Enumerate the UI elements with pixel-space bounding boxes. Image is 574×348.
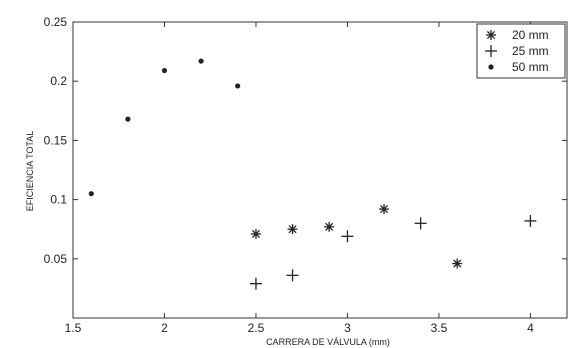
data-point-50-mm bbox=[235, 83, 241, 89]
legend-marker bbox=[485, 45, 497, 57]
x-axis-label: CARRERA DE VÁLVULA (mm) bbox=[266, 337, 390, 347]
data-point-50-mm bbox=[88, 191, 94, 197]
legend-marker bbox=[488, 64, 494, 70]
legend-marker bbox=[486, 30, 496, 40]
data-point-50-mm bbox=[198, 58, 204, 64]
data-point-20-mm bbox=[250, 228, 261, 239]
plot-frame bbox=[72, 21, 568, 319]
x-tick-label: 1.5 bbox=[65, 321, 82, 335]
data-point-25-mm bbox=[249, 277, 262, 290]
x-tick-label: 3 bbox=[344, 321, 351, 335]
y-tick-label: 0.1 bbox=[50, 193, 67, 207]
data-point-20-mm bbox=[287, 224, 298, 235]
y-axis-label: EFICIENCIA TOTAL bbox=[25, 131, 35, 212]
y-tick-label: 0.05 bbox=[44, 252, 68, 266]
data-point-25-mm bbox=[341, 230, 354, 243]
x-tick-label: 4 bbox=[527, 321, 534, 335]
y-tick-label: 0.15 bbox=[44, 133, 68, 147]
legend-label: 25 mm bbox=[512, 44, 549, 58]
data-points bbox=[88, 58, 537, 290]
legend-label: 50 mm bbox=[512, 60, 549, 74]
x-tick-label: 2.5 bbox=[248, 321, 265, 335]
y-tick-label: 0.2 bbox=[50, 74, 67, 88]
x-tick-label: 3.5 bbox=[431, 321, 448, 335]
data-point-25-mm bbox=[524, 214, 537, 227]
data-point-20-mm bbox=[324, 221, 335, 232]
data-point-50-mm bbox=[125, 116, 131, 122]
data-point-50-mm bbox=[161, 67, 168, 74]
data-point-25-mm bbox=[414, 217, 427, 230]
y-tick-label: 0.25 bbox=[44, 15, 68, 29]
data-point-20-mm bbox=[379, 204, 390, 215]
x-tick-label: 2 bbox=[161, 321, 168, 335]
data-point-20-mm bbox=[452, 258, 463, 269]
plot-area bbox=[72, 21, 568, 319]
axis-ticks: 1.5 2 2.5 3 3.5 4 0.05 0.1 0.15 0.2 0.25 bbox=[44, 15, 567, 335]
data-point-25-mm bbox=[286, 269, 299, 282]
legend: 20 mm 25 mm 50 mm bbox=[476, 23, 566, 79]
legend-label: 20 mm bbox=[512, 28, 549, 42]
